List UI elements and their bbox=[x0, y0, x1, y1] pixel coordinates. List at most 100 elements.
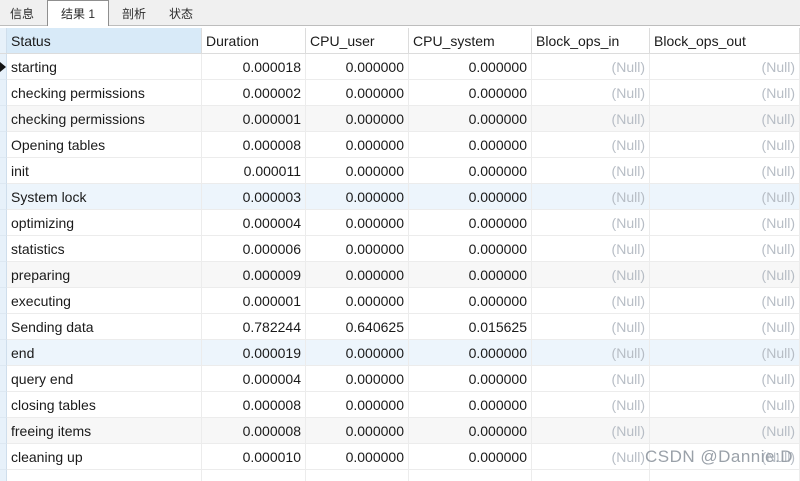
column-header-cpu_system[interactable]: CPU_system bbox=[409, 28, 532, 53]
cell-cpu_user[interactable]: 0.000000 bbox=[306, 184, 409, 210]
row-selector[interactable] bbox=[0, 106, 7, 132]
column-header-status[interactable]: Status bbox=[7, 28, 202, 53]
cell-cpu_user[interactable]: 0.000000 bbox=[306, 392, 409, 418]
cell-cpu_user[interactable]: 0.000000 bbox=[306, 106, 409, 132]
cell-duration[interactable]: 0.000009 bbox=[202, 262, 306, 288]
cell-block_ops_out[interactable]: (Null) bbox=[650, 314, 800, 340]
cell-duration[interactable]: 0.000019 bbox=[202, 340, 306, 366]
cell-block_ops_in[interactable]: (Null) bbox=[532, 210, 650, 236]
cell-status[interactable]: Opening tables bbox=[7, 132, 202, 158]
cell-block_ops_in[interactable]: (Null) bbox=[532, 236, 650, 262]
cell-block_ops_in[interactable]: (Null) bbox=[532, 106, 650, 132]
cell-cpu_system[interactable]: 0.000000 bbox=[409, 210, 532, 236]
cell-status[interactable]: init bbox=[7, 158, 202, 184]
cell-block_ops_out[interactable]: (Null) bbox=[650, 210, 800, 236]
cell-cpu_system[interactable]: 0.000000 bbox=[409, 392, 532, 418]
cell-status[interactable]: checking permissions bbox=[7, 106, 202, 132]
row-selector[interactable] bbox=[0, 132, 7, 158]
tab-status[interactable]: 状态 bbox=[169, 6, 194, 21]
cell-cpu_system[interactable]: 0.000000 bbox=[409, 158, 532, 184]
cell-block_ops_in[interactable]: (Null) bbox=[532, 314, 650, 340]
cell-duration[interactable]: 0.000010 bbox=[202, 444, 306, 470]
row-selector[interactable] bbox=[0, 288, 7, 314]
cell-cpu_user[interactable]: 0.000000 bbox=[306, 366, 409, 392]
cell-status[interactable]: freeing items bbox=[7, 418, 202, 444]
cell-cpu_user[interactable]: 0.000000 bbox=[306, 132, 409, 158]
cell-block_ops_out[interactable]: (Null) bbox=[650, 366, 800, 392]
cell-cpu_system[interactable]: 0.000000 bbox=[409, 80, 532, 106]
cell-block_ops_in[interactable]: (Null) bbox=[532, 444, 650, 470]
cell-status[interactable]: query end bbox=[7, 366, 202, 392]
cell-cpu_user[interactable]: 0.000000 bbox=[306, 80, 409, 106]
row-selector[interactable] bbox=[0, 158, 7, 184]
cell-block_ops_out[interactable]: (Null) bbox=[650, 54, 800, 80]
column-header-block_ops_out[interactable]: Block_ops_out bbox=[650, 28, 800, 53]
cell-block_ops_in[interactable]: (Null) bbox=[532, 80, 650, 106]
corner-gutter[interactable] bbox=[0, 28, 7, 53]
cell-block_ops_out[interactable]: (Null) bbox=[650, 106, 800, 132]
cell-duration[interactable]: 0.000004 bbox=[202, 210, 306, 236]
cell-block_ops_in[interactable]: (Null) bbox=[532, 184, 650, 210]
column-header-duration[interactable]: Duration bbox=[202, 28, 306, 53]
cell-duration[interactable]: 0.000002 bbox=[202, 80, 306, 106]
cell-duration[interactable]: 0.000008 bbox=[202, 418, 306, 444]
cell-block_ops_in[interactable]: (Null) bbox=[532, 262, 650, 288]
cell-block_ops_out[interactable]: (Null) bbox=[650, 80, 800, 106]
cell-duration[interactable]: 0.000006 bbox=[202, 236, 306, 262]
cell-cpu_user[interactable]: 0.000000 bbox=[306, 210, 409, 236]
cell-duration[interactable]: 0.000008 bbox=[202, 132, 306, 158]
cell-cpu_system[interactable]: 0.000000 bbox=[409, 444, 532, 470]
cell-cpu_system[interactable]: 0.000000 bbox=[409, 418, 532, 444]
cell-cpu_system[interactable]: 0.000000 bbox=[409, 366, 532, 392]
cell-status[interactable]: cleaning up bbox=[7, 444, 202, 470]
row-selector[interactable] bbox=[0, 392, 7, 418]
cell-duration[interactable]: 0.000018 bbox=[202, 54, 306, 80]
cell-block_ops_in[interactable]: (Null) bbox=[532, 392, 650, 418]
cell-status[interactable]: preparing bbox=[7, 262, 202, 288]
row-selector[interactable] bbox=[0, 418, 7, 444]
cell-block_ops_in[interactable]: (Null) bbox=[532, 158, 650, 184]
cell-cpu_user[interactable]: 0.000000 bbox=[306, 54, 409, 80]
tab-info[interactable]: 信息 bbox=[10, 6, 35, 21]
cell-block_ops_out[interactable]: (Null) bbox=[650, 158, 800, 184]
cell-block_ops_in[interactable]: (Null) bbox=[532, 418, 650, 444]
cell-duration[interactable]: 0.000004 bbox=[202, 366, 306, 392]
row-selector[interactable] bbox=[0, 80, 7, 106]
cell-cpu_user[interactable]: 0.000000 bbox=[306, 418, 409, 444]
row-selector[interactable] bbox=[0, 54, 7, 80]
row-selector[interactable] bbox=[0, 184, 7, 210]
cell-cpu_user[interactable]: 0.000000 bbox=[306, 236, 409, 262]
cell-cpu_user[interactable]: 0.000000 bbox=[306, 262, 409, 288]
cell-status[interactable]: optimizing bbox=[7, 210, 202, 236]
cell-cpu_system[interactable]: 0.000000 bbox=[409, 54, 532, 80]
cell-block_ops_in[interactable]: (Null) bbox=[532, 288, 650, 314]
cell-status[interactable]: statistics bbox=[7, 236, 202, 262]
cell-cpu_user[interactable]: 0.000000 bbox=[306, 158, 409, 184]
cell-status[interactable]: executing bbox=[7, 288, 202, 314]
cell-block_ops_out[interactable]: (Null) bbox=[650, 288, 800, 314]
cell-cpu_system[interactable]: 0.000000 bbox=[409, 262, 532, 288]
cell-status[interactable]: starting bbox=[7, 54, 202, 80]
cell-block_ops_out[interactable]: (Null) bbox=[650, 340, 800, 366]
cell-cpu_system[interactable]: 0.000000 bbox=[409, 106, 532, 132]
tab-result-1[interactable]: 结果 1 bbox=[47, 0, 110, 26]
cell-cpu_system[interactable]: 0.000000 bbox=[409, 184, 532, 210]
cell-block_ops_out[interactable]: (Null) bbox=[650, 132, 800, 158]
row-selector[interactable] bbox=[0, 444, 7, 470]
cell-block_ops_out[interactable]: (Null) bbox=[650, 392, 800, 418]
cell-status[interactable]: closing tables bbox=[7, 392, 202, 418]
cell-status[interactable]: System lock bbox=[7, 184, 202, 210]
row-selector[interactable] bbox=[0, 340, 7, 366]
cell-block_ops_out[interactable]: (Null) bbox=[650, 236, 800, 262]
cell-block_ops_out[interactable]: (Null) bbox=[650, 418, 800, 444]
cell-cpu_user[interactable]: 0.640625 bbox=[306, 314, 409, 340]
cell-duration[interactable]: 0.000001 bbox=[202, 288, 306, 314]
cell-duration[interactable]: 0.000008 bbox=[202, 392, 306, 418]
cell-status[interactable]: checking permissions bbox=[7, 80, 202, 106]
column-header-cpu_user[interactable]: CPU_user bbox=[306, 28, 409, 53]
cell-block_ops_in[interactable]: (Null) bbox=[532, 54, 650, 80]
cell-cpu_system[interactable]: 0.015625 bbox=[409, 314, 532, 340]
cell-cpu_system[interactable]: 0.000000 bbox=[409, 288, 532, 314]
cell-cpu_system[interactable]: 0.000000 bbox=[409, 236, 532, 262]
cell-duration[interactable]: 0.000011 bbox=[202, 158, 306, 184]
